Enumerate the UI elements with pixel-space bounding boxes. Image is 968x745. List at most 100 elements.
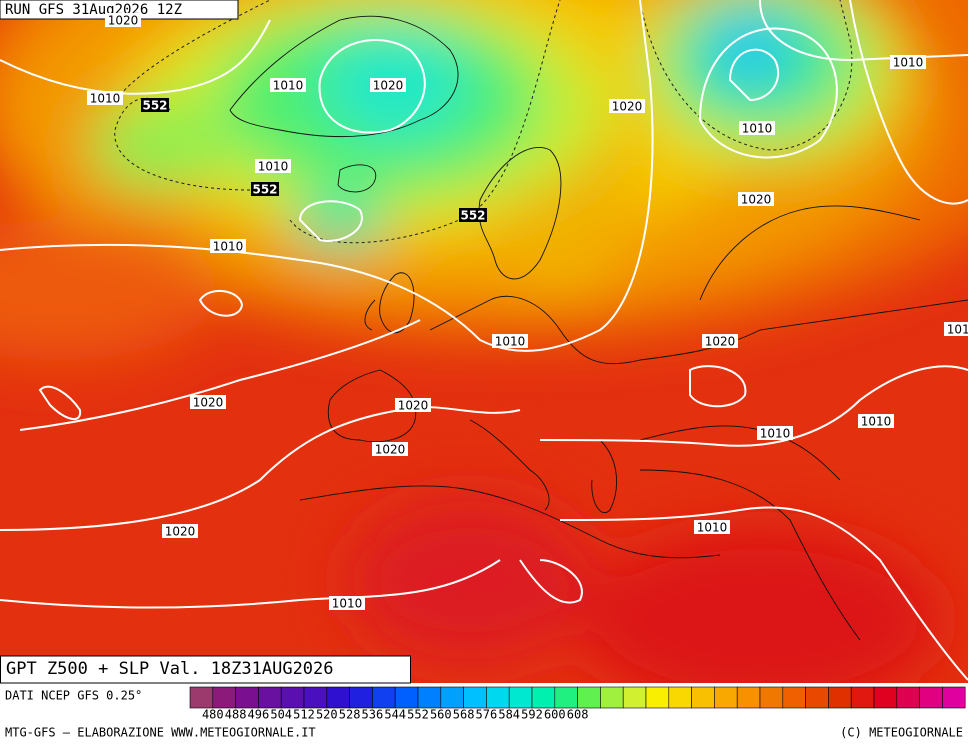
pressure-label-box — [944, 322, 968, 336]
colorbar-swatch — [850, 686, 875, 709]
colorbar-swatch — [896, 686, 920, 709]
colorbar-tick-label: 520 — [316, 708, 338, 722]
colorbar-swatch — [280, 686, 305, 709]
pressure-label: 1010 — [273, 79, 304, 93]
colorbar-swatch — [736, 686, 761, 709]
colorbar: 480 488 496 504 512 520 528 536 544 552 560 568 576 5… — [189, 686, 966, 722]
colorbar-tick-label: 552 — [407, 708, 429, 722]
colorbar-tick-label: 568 — [453, 708, 475, 722]
pressure-label: 1010 — [947, 323, 968, 337]
contour-labels: 1020 1010 552 1010 1020 1010 552 552 1010 1020 101… — [87, 13, 968, 611]
pressure-label: 1020 — [108, 14, 139, 28]
colorbar-swatch — [645, 686, 670, 709]
height-label: 552 — [460, 209, 485, 223]
colorbar-swatch — [805, 686, 829, 709]
pressure-label: 1020 — [705, 335, 736, 349]
height-label: 552 — [252, 183, 277, 197]
map-title: GPT Z500 + SLP Val. 18Z31AUG2026 — [6, 659, 334, 679]
pressure-label: 1010 — [90, 92, 121, 106]
colorbar-tick-label: 576 — [476, 708, 498, 722]
pressure-label: 1020 — [165, 525, 196, 539]
pressure-label-box — [890, 55, 926, 69]
colorbar-swatch — [919, 686, 943, 709]
pressure-label: 1010 — [760, 427, 791, 441]
credit-right: (C) METEOGIORNALE — [840, 726, 963, 740]
pressure-label-box — [372, 442, 408, 456]
colorbar-swatch — [600, 686, 624, 709]
pressure-label: 1010 — [332, 597, 363, 611]
pressure-label-box — [329, 596, 365, 610]
pressure-label-box — [87, 91, 123, 105]
colorbar-tick-label: 584 — [498, 708, 520, 722]
colorbar-swatch — [714, 686, 738, 709]
pressure-label: 1020 — [398, 399, 429, 413]
colorbar-swatch — [691, 686, 715, 709]
colorbar-tick-label: 600 — [544, 708, 566, 722]
run-label: RUN GFS 31Aug2026 12Z — [5, 2, 182, 18]
colorbar-swatch — [189, 686, 214, 709]
colorbar-tick-label: 488 — [225, 708, 247, 722]
colorbar-tick-label: 480 — [202, 708, 224, 722]
colorbar-swatch — [828, 686, 852, 709]
data-source: DATI NCEP GFS 0.25° — [5, 689, 142, 703]
colorbar-swatch — [372, 686, 396, 709]
colorbar-swatch — [440, 686, 464, 709]
pressure-label: 1010 — [742, 122, 773, 136]
pressure-label: 1010 — [861, 415, 892, 429]
pressure-label-box — [395, 398, 431, 412]
height-label-box — [459, 208, 487, 222]
colorbar-swatch — [258, 686, 282, 709]
colorbar-swatch — [508, 686, 533, 709]
colorbar-tick-label: 512 — [293, 708, 315, 722]
colorbar-swatch — [417, 686, 442, 709]
pressure-label-box — [270, 78, 306, 92]
colorbar-swatch — [531, 686, 556, 709]
colorbar-swatch — [577, 686, 601, 709]
pressure-label-box — [370, 78, 406, 92]
colorbar-tick-label: 496 — [248, 708, 270, 722]
colorbar-swatch — [235, 686, 259, 709]
pressure-label: 1010 — [213, 240, 244, 254]
pressure-label: 1020 — [375, 443, 406, 457]
pressure-label-box — [190, 395, 226, 409]
pressure-label: 1010 — [697, 521, 728, 535]
pressure-label-box — [858, 414, 894, 428]
colorbar-swatch — [463, 686, 487, 709]
pressure-label: 1020 — [741, 193, 772, 207]
colorbar-swatch — [486, 686, 510, 709]
title-box — [0, 655, 411, 684]
colorbar-tick-label: 504 — [270, 708, 292, 722]
colorbar-swatch — [394, 686, 419, 709]
colorbar-swatch — [668, 686, 692, 709]
colorbar-swatch — [326, 686, 350, 709]
colorbar-swatch — [212, 686, 236, 709]
colorbar-swatch — [303, 686, 328, 709]
pressure-label: 1010 — [893, 56, 924, 70]
pressure-label-box — [162, 524, 198, 538]
height-label-box — [141, 98, 169, 112]
pressure-label-box — [210, 239, 246, 253]
pressure-label: 1010 — [258, 160, 289, 174]
pressure-label-box — [739, 121, 775, 135]
pressure-label-box — [702, 334, 738, 348]
colorbar-swatch — [942, 686, 966, 709]
credit-left: MTG-GFS — ELABORAZIONE WWW.METEOGIORNALE… — [5, 726, 316, 740]
colorbar-swatch — [759, 686, 784, 709]
pressure-label-box — [492, 334, 528, 348]
colorbar-swatch — [554, 686, 578, 709]
pressure-label-box — [255, 159, 291, 173]
colorbar-swatch — [873, 686, 898, 709]
colorbar-swatch — [782, 686, 806, 709]
pressure-label-box — [694, 520, 730, 534]
pressure-label-box — [738, 192, 774, 206]
colorbar-tick-label: 560 — [430, 708, 452, 722]
pressure-label-box — [609, 99, 645, 113]
pressure-label: 1020 — [612, 100, 643, 114]
height-label: 552 — [142, 99, 167, 113]
colorbar-tick-label: 592 — [521, 708, 543, 722]
pressure-label-box — [105, 13, 141, 27]
height-label-box — [251, 182, 279, 196]
colorbar-tick-label: 608 — [567, 708, 589, 722]
